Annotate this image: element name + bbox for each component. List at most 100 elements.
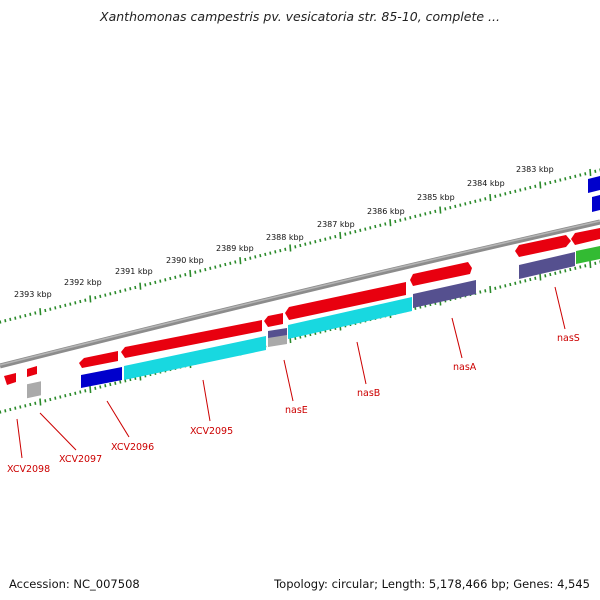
gene-arrow-xcv2096[interactable]	[79, 351, 118, 368]
minor-tick	[59, 395, 62, 399]
minor-tick	[269, 251, 272, 255]
minor-tick	[9, 407, 12, 412]
minor-tick	[159, 279, 162, 283]
minor-tick	[54, 306, 57, 310]
minor-tick	[519, 188, 522, 192]
minor-tick	[459, 203, 462, 207]
minor-tick	[549, 272, 552, 277]
gene-bar-green-right[interactable]	[576, 246, 600, 264]
minor-tick	[194, 270, 197, 274]
minor-tick	[529, 277, 532, 282]
minor-tick	[324, 237, 327, 241]
kbp-label: 2392 kbp	[64, 278, 102, 287]
gene-bar-blue-right-top[interactable]	[588, 176, 600, 193]
minor-tick	[544, 274, 547, 278]
minor-tick	[554, 179, 557, 183]
minor-tick	[214, 265, 217, 269]
minor-tick	[49, 397, 52, 402]
minor-tick	[494, 286, 497, 290]
minor-tick	[579, 265, 582, 269]
major-tick	[489, 285, 492, 294]
minor-tick	[469, 200, 472, 205]
minor-tick	[4, 319, 7, 323]
minor-tick	[564, 269, 567, 273]
minor-tick	[499, 285, 502, 289]
minor-tick	[519, 280, 522, 284]
minor-tick	[14, 406, 17, 410]
genome-backbone	[0, 219, 600, 369]
gene-labels: XCV2098 XCV2097 XCV2096 XCV2095 nasE nas…	[7, 333, 580, 475]
gene-bar-nasb[interactable]	[288, 297, 412, 339]
gene-bar-xcv2095[interactable]	[124, 336, 266, 380]
minor-tick	[594, 261, 597, 265]
major-tick	[589, 168, 592, 177]
minor-tick	[294, 245, 297, 249]
gene-label-nase: nasE	[285, 405, 308, 416]
minor-tick	[44, 308, 47, 313]
gene-bar-xcv2096[interactable]	[81, 367, 122, 388]
minor-tick	[579, 173, 582, 177]
minor-tick	[74, 391, 77, 395]
minor-tick	[114, 381, 117, 385]
minor-tick	[499, 193, 502, 197]
major-tick	[289, 244, 292, 252]
minor-tick	[514, 281, 517, 285]
gene-arrow-partial-right[interactable]	[571, 228, 600, 245]
minor-tick	[279, 248, 282, 253]
minor-tick	[84, 298, 87, 302]
map-title: Xanthomonas campestris pv. vesicatoria s…	[100, 9, 500, 24]
minor-tick	[504, 284, 507, 288]
minor-tick	[529, 185, 532, 190]
minor-tick	[524, 187, 527, 191]
minor-tick	[134, 285, 137, 290]
minor-tick	[119, 380, 122, 384]
minor-tick	[594, 169, 597, 173]
minor-tick	[584, 264, 587, 268]
minor-tick	[24, 313, 27, 318]
minor-tick	[109, 382, 112, 387]
minor-tick	[454, 204, 457, 209]
major-tick	[439, 206, 442, 214]
gene-arrow-nasb[interactable]	[285, 282, 406, 320]
minor-tick	[264, 252, 267, 257]
minor-tick	[284, 247, 287, 251]
minor-tick	[274, 250, 277, 254]
kbp-label: 2384 kbp	[467, 179, 505, 188]
gene-bar-nass[interactable]	[519, 252, 575, 279]
major-tick	[39, 398, 42, 406]
gene-bar-blue-right[interactable]	[592, 195, 600, 212]
accession-text: Accession: NC_007508	[9, 577, 140, 591]
gene-arrow-xcv2098[interactable]	[4, 373, 16, 385]
minor-tick	[84, 389, 87, 393]
gene-arrow-xcv2097[interactable]	[27, 366, 37, 377]
gene-arrow-nasa[interactable]	[410, 262, 472, 286]
minor-tick	[524, 279, 527, 283]
minor-tick	[309, 241, 312, 245]
minor-tick	[124, 379, 127, 383]
gene-arrow-xcv2095[interactable]	[121, 320, 262, 358]
minor-tick	[74, 301, 77, 305]
major-tick	[539, 273, 542, 281]
minor-tick	[384, 222, 387, 226]
major-tick	[589, 260, 592, 269]
major-tick	[489, 194, 492, 202]
minor-tick	[484, 289, 487, 293]
minor-tick	[0, 320, 2, 324]
minor-tick	[559, 270, 562, 274]
minor-tick	[399, 218, 402, 222]
gene-arrow-nass[interactable]	[515, 235, 571, 257]
minor-tick	[484, 197, 487, 201]
gene-features	[4, 176, 600, 399]
minor-tick	[174, 275, 177, 279]
gene-arrow-nase[interactable]	[264, 313, 283, 327]
minor-tick	[259, 253, 262, 258]
gene-bar-xcv2097[interactable]	[27, 381, 41, 399]
minor-tick	[564, 177, 567, 181]
minor-tick	[414, 214, 417, 219]
minor-tick	[419, 213, 422, 217]
major-tick	[239, 257, 242, 265]
minor-tick	[479, 198, 482, 202]
minor-tick	[104, 384, 107, 388]
gene-bar-nasa[interactable]	[413, 280, 476, 308]
